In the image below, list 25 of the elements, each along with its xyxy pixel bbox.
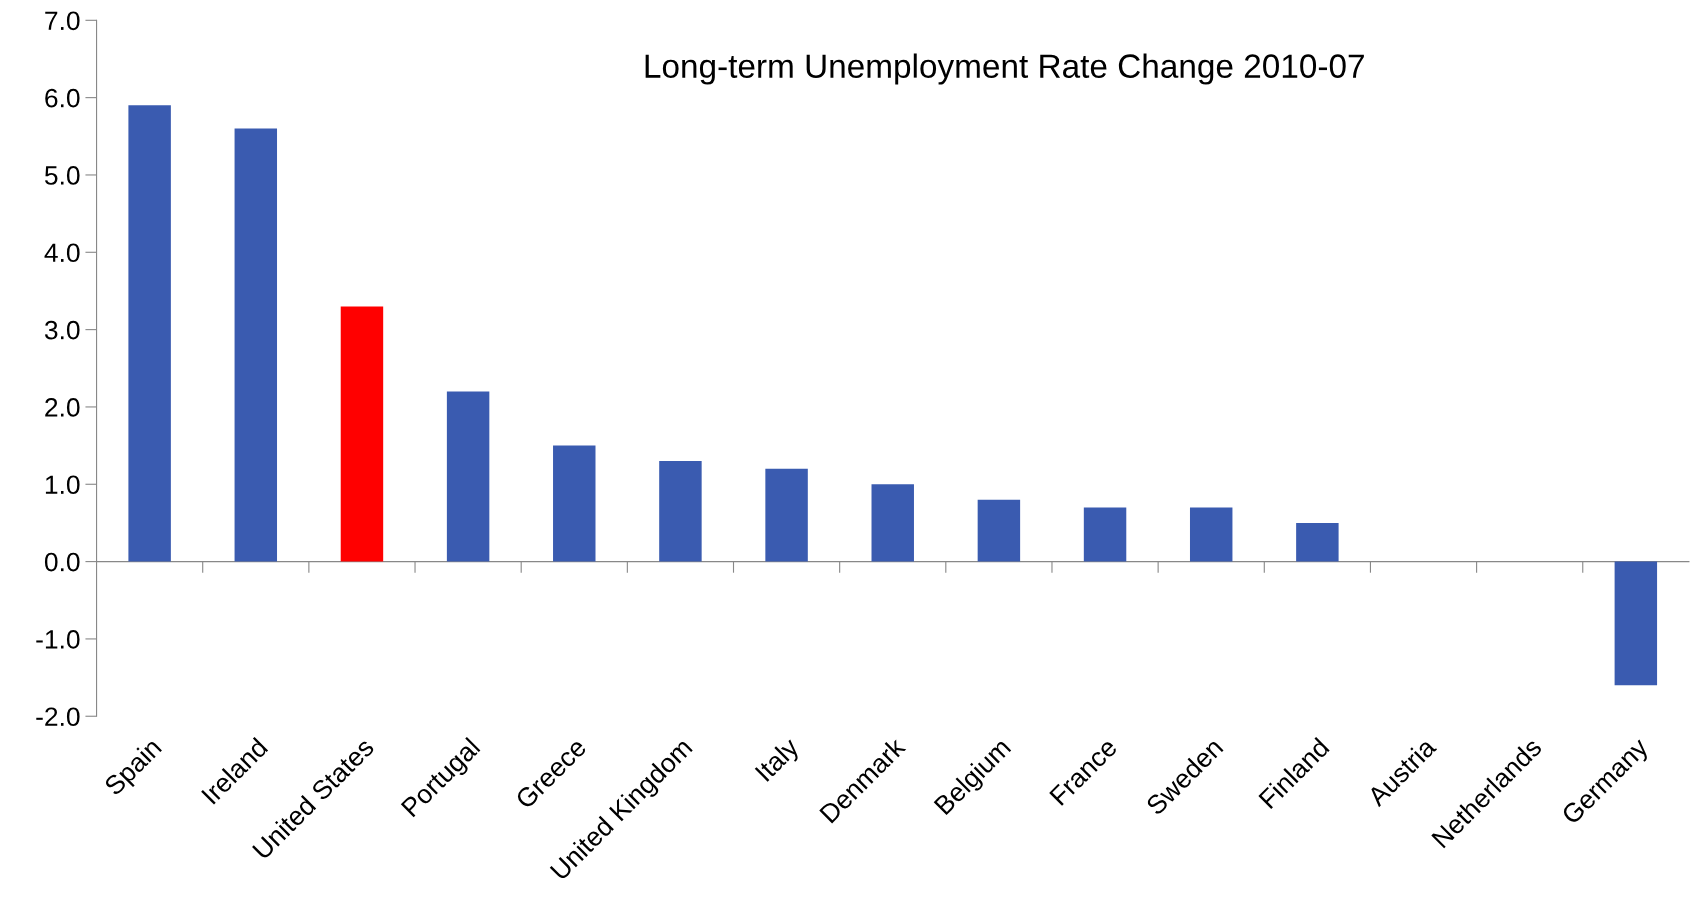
y-tick-label: 7.0 [45, 11, 80, 31]
text: Long-term Unemployment Rate Change 2010-07 [645, 53, 1364, 85]
x-tick-label: Italy [754, 735, 804, 786]
bar [446, 391, 490, 562]
bar [1296, 522, 1339, 562]
bar [1614, 561, 1658, 686]
y-tick-label: 2.0 [45, 398, 80, 417]
bar [977, 499, 1021, 562]
y-tick-label: -2.0 [36, 707, 80, 727]
y-tick-label: 4.0 [44, 243, 80, 263]
y-tick-label: 5.0 [44, 166, 80, 185]
y-tick-label: 6.0 [45, 88, 80, 108]
bar [659, 461, 702, 562]
bar [871, 484, 914, 562]
bar [234, 128, 278, 562]
y-tick-label: 0.0 [44, 552, 80, 572]
bar [765, 468, 808, 562]
bar [340, 306, 384, 562]
bar [128, 105, 171, 562]
y-tick-label: 1.0 [45, 475, 80, 495]
y-tick-label: -1.0 [36, 630, 80, 649]
bar [1189, 507, 1233, 562]
bar [1083, 507, 1127, 562]
y-tick-label: 3.0 [44, 320, 80, 340]
bar [553, 445, 596, 562]
